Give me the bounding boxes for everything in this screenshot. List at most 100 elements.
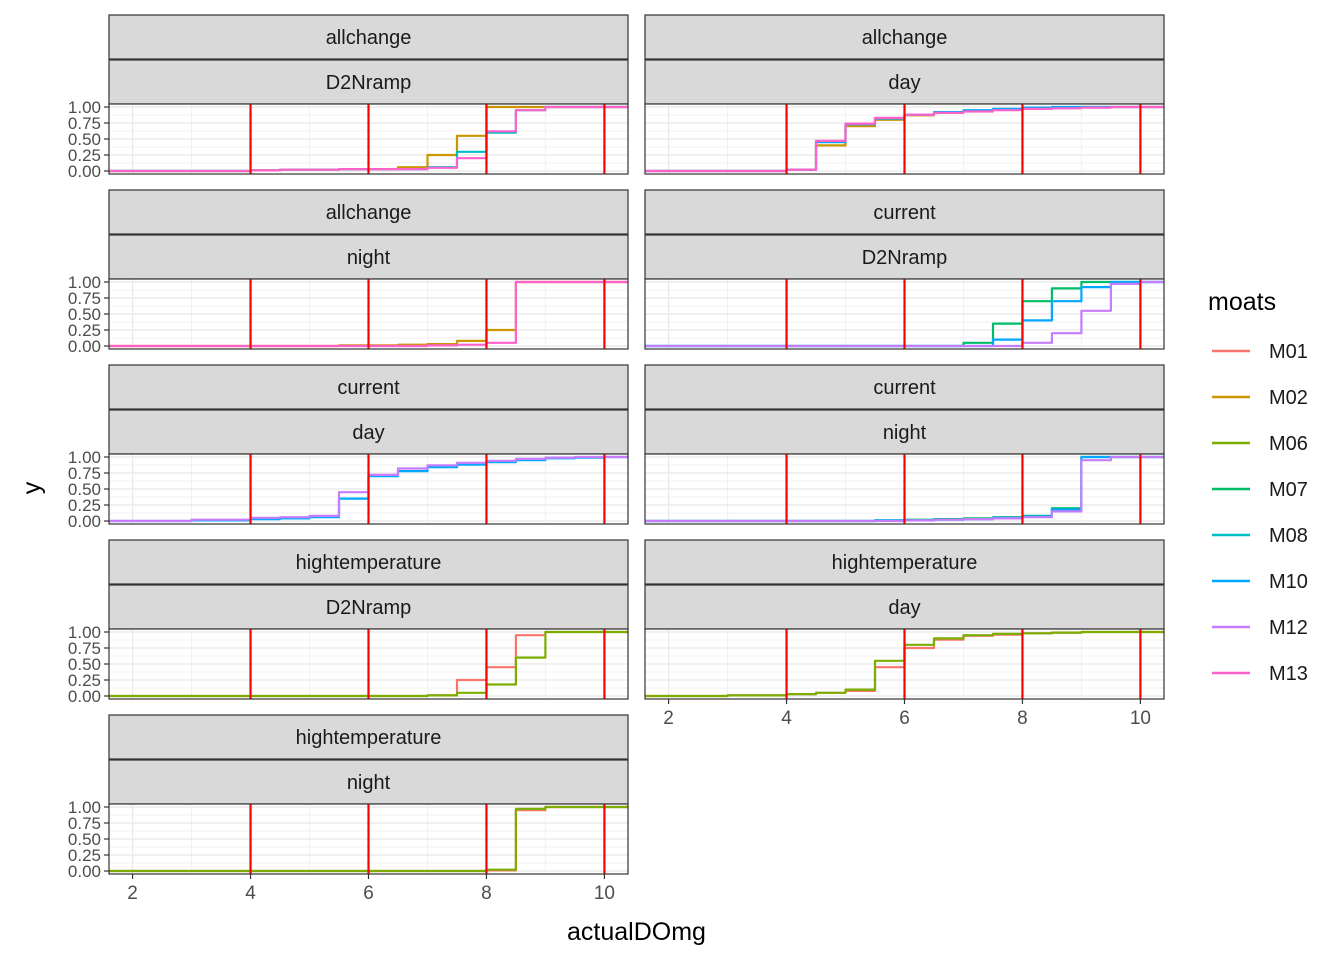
facet-panel-hightemperature-d2nramp: hightemperature D2Nramp 0.000.250.500.751.…: [68, 539, 629, 706]
legend-label: M10: [1269, 571, 1308, 593]
x-tick-label: 10: [594, 883, 615, 904]
legend-item-m06: M06: [1212, 433, 1308, 455]
facet-strip-label: D2Nramp: [326, 72, 412, 94]
facet-strip: [108, 539, 629, 585]
y-tick-label: 1.00: [68, 448, 101, 467]
legend-item-m01: M01: [1212, 341, 1308, 363]
facet-panel-hightemperature-night: hightemperature night 0.000.250.500.751.00…: [68, 714, 629, 904]
facet-strip-label: D2Nramp: [862, 247, 948, 269]
legend-item-m02: M02: [1212, 387, 1308, 409]
y-tick-label: 1.00: [68, 273, 101, 292]
facet-strip-label: day: [888, 72, 920, 94]
facet-strip-label: current: [873, 202, 936, 224]
y-tick-label: 0.75: [68, 639, 101, 658]
legend-item-m13: M13: [1212, 663, 1308, 685]
facet-strip: [108, 584, 629, 630]
y-tick-label: 0.75: [68, 289, 101, 308]
y-tick-label: 0.25: [68, 846, 101, 865]
x-tick-label: 4: [781, 708, 792, 729]
facet-panel-current-day: current day 0.000.250.500.751.00: [68, 364, 629, 531]
y-tick-label: 1.00: [68, 798, 101, 817]
legend-label: M02: [1269, 387, 1308, 409]
facet-panel-allchange-d2nramp: allchange D2Nramp 0.000.250.500.751.00: [68, 14, 629, 181]
facet-strip-label: allchange: [326, 202, 412, 224]
panel-border: [644, 278, 1165, 350]
x-tick-label: 10: [1130, 708, 1151, 729]
y-tick-label: 0.25: [68, 671, 101, 690]
x-tick-label: 2: [663, 708, 674, 729]
y-tick-label: 1.00: [68, 623, 101, 642]
legend-item-m08: M08: [1212, 525, 1308, 547]
facet-strip: [644, 409, 1165, 455]
facet-strip: [108, 234, 629, 280]
legend-item-m10: M10: [1212, 571, 1308, 593]
facet-panel-allchange-day: allchange day: [644, 14, 1165, 175]
facet-panel-allchange-night: allchange night 0.000.250.500.751.00: [68, 189, 629, 356]
facet-strip: [108, 364, 629, 410]
facet-strip: [644, 234, 1165, 280]
x-axis-title: actualDOmg: [567, 918, 706, 946]
legend-item-m12: M12: [1212, 617, 1308, 639]
legend-label: M12: [1269, 617, 1308, 639]
y-tick-label: 0.00: [68, 162, 101, 181]
y-tick-label: 0.00: [68, 687, 101, 706]
legend-label: M08: [1269, 525, 1308, 547]
series-line-m13: [109, 280, 628, 348]
panel-border: [644, 453, 1165, 525]
legend-label: M01: [1269, 341, 1308, 363]
y-tick-label: 0.00: [68, 512, 101, 531]
facet-panel-current-d2nramp: current D2Nramp: [644, 189, 1165, 350]
facet-strip-label: allchange: [862, 27, 948, 49]
facet-strip: [644, 59, 1165, 105]
x-tick-label: 2: [127, 883, 138, 904]
facet-strip: [644, 539, 1165, 585]
facet-strip-label: current: [873, 377, 936, 399]
facet-strip: [108, 14, 629, 60]
facet-strip: [108, 714, 629, 760]
facet-strip-label: night: [347, 247, 391, 269]
x-tick-label: 6: [363, 883, 374, 904]
facet-strip: [108, 409, 629, 455]
y-axis-title: y: [18, 481, 46, 494]
y-tick-label: 0.00: [68, 862, 101, 881]
series-line-m12: [645, 455, 1164, 523]
legend-label: M13: [1269, 663, 1308, 685]
legend-label: M07: [1269, 479, 1308, 501]
facet-strip-label: hightemperature: [296, 552, 442, 574]
facet-strip-label: current: [337, 377, 400, 399]
facet-strip-label: night: [883, 422, 927, 444]
facet-strip: [108, 189, 629, 235]
legend-label: M06: [1269, 433, 1308, 455]
facet-panel-hightemperature-day: hightemperature day 2 4 6 8 10: [644, 539, 1165, 729]
y-tick-label: 0.25: [68, 321, 101, 340]
y-tick-label: 0.50: [68, 305, 101, 324]
facet-strip: [644, 189, 1165, 235]
panel-border: [644, 103, 1165, 175]
y-tick-label: 0.75: [68, 464, 101, 483]
facet-panel-current-night: current night: [644, 364, 1165, 525]
series-line-m06: [109, 630, 628, 698]
y-tick-label: 0.25: [68, 496, 101, 515]
facet-strip: [644, 14, 1165, 60]
y-tick-label: 0.50: [68, 655, 101, 674]
facet-strip-label: hightemperature: [832, 552, 978, 574]
facet-strip: [108, 759, 629, 805]
y-tick-label: 0.75: [68, 114, 101, 133]
facet-strip-label: day: [352, 422, 384, 444]
y-tick-label: 0.50: [68, 830, 101, 849]
facet-strip-label: night: [347, 772, 391, 794]
facet-strip-label: day: [888, 597, 920, 619]
y-tick-label: 0.50: [68, 130, 101, 149]
series-line-m13: [645, 105, 1164, 173]
y-tick-label: 0.25: [68, 146, 101, 165]
facet-strip-label: hightemperature: [296, 727, 442, 749]
x-tick-label: 6: [899, 708, 910, 729]
x-tick-label: 8: [1017, 708, 1028, 729]
y-tick-label: 0.00: [68, 337, 101, 356]
x-tick-label: 8: [481, 883, 492, 904]
facet-strip: [644, 364, 1165, 410]
legend-item-m07: M07: [1212, 479, 1308, 501]
facet-strip-label: D2Nramp: [326, 597, 412, 619]
